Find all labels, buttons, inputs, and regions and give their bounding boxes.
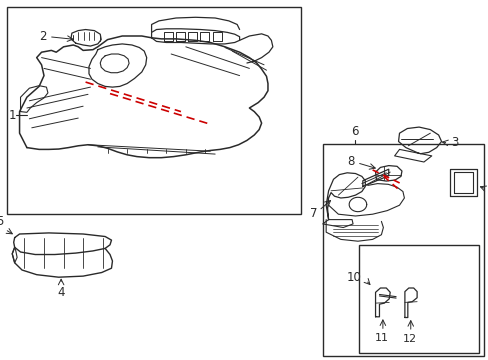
Text: 8: 8 [346, 155, 354, 168]
Bar [7, 7, 300, 214]
Text: 12: 12 [402, 334, 416, 344]
Text: 1: 1 [9, 109, 16, 122]
Text: 11: 11 [374, 333, 387, 343]
Text: 3: 3 [450, 136, 458, 149]
Text: 10: 10 [346, 271, 361, 284]
Bar [359, 245, 478, 353]
Text: 6: 6 [350, 125, 358, 138]
Text: 2: 2 [39, 30, 46, 43]
Text: 4: 4 [57, 286, 65, 299]
Text: 5: 5 [0, 215, 4, 228]
Bar [322, 144, 483, 356]
Text: 7: 7 [310, 207, 317, 220]
